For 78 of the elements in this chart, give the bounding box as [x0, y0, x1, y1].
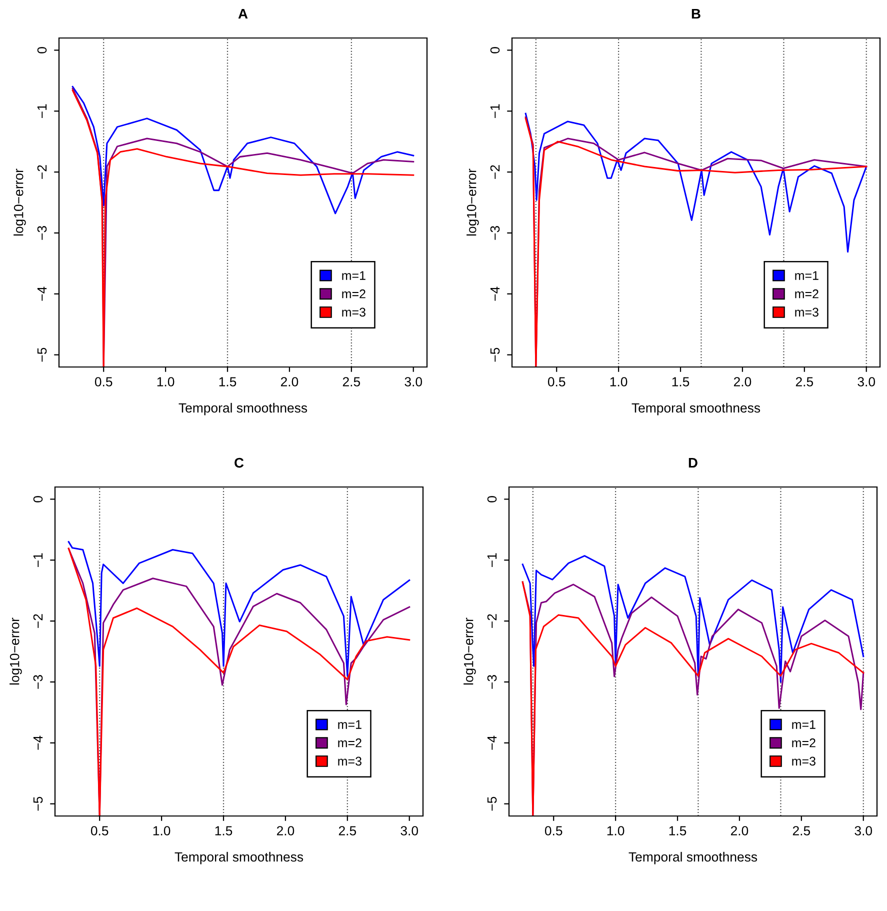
line-series — [72, 86, 414, 214]
y-tick-label: −5 — [487, 796, 497, 811]
x-tick-label: 3.0 — [404, 377, 422, 386]
legend-label: m=1 — [342, 271, 366, 280]
legend-label: m=2 — [338, 738, 362, 748]
legend-label: m=2 — [795, 289, 818, 298]
x-tick-label: 1.0 — [157, 377, 174, 386]
x-tick-label: 2.5 — [792, 826, 810, 836]
legend-label: m=3 — [342, 308, 366, 317]
x-tick-label: 0.5 — [90, 826, 108, 836]
legend-label: m=1 — [338, 720, 362, 729]
y-axis-title: log10−error — [10, 618, 22, 685]
line-series — [524, 112, 868, 253]
y-tick-label: 0 — [33, 496, 43, 502]
y-axis-title: log10−error — [466, 168, 479, 236]
legend-label: m=1 — [795, 271, 818, 280]
y-tick-label: −2 — [490, 165, 500, 179]
x-axis-title: Temporal smoothness — [174, 852, 304, 864]
x-tick-label: 2.0 — [276, 826, 294, 836]
line-series — [68, 548, 410, 816]
y-tick-label: −4 — [490, 286, 500, 301]
x-tick-label: 2.5 — [338, 826, 356, 836]
y-tick-label: −2 — [487, 614, 497, 628]
legend-label: m=2 — [342, 289, 366, 298]
y-tick-label: −1 — [37, 104, 47, 118]
y-tick-label: −5 — [33, 796, 43, 811]
x-tick-label: 1.0 — [607, 826, 624, 836]
x-axis-title: Temporal smoothness — [178, 402, 308, 416]
line-series — [522, 581, 864, 816]
x-tick-label: 1.0 — [153, 826, 170, 836]
y-axis-title: log10−error — [464, 618, 476, 685]
x-axis-title: Temporal smoothness — [632, 402, 760, 416]
legend-label: m=3 — [795, 308, 818, 317]
y-tick-label: −5 — [37, 348, 47, 362]
chart-title: C — [234, 458, 244, 468]
x-tick-label: 0.5 — [548, 377, 566, 386]
y-tick-label: −1 — [490, 104, 500, 118]
x-tick-label: 1.5 — [219, 377, 236, 386]
chart-title: A — [238, 9, 248, 19]
x-tick-label: 3.0 — [858, 377, 876, 386]
y-tick-label: −1 — [33, 553, 43, 567]
y-tick-label: 0 — [490, 47, 500, 54]
x-tick-label: 0.5 — [544, 826, 562, 836]
x-tick-label: 2.0 — [734, 377, 752, 386]
x-tick-label: 3.0 — [400, 826, 418, 836]
y-tick-label: −3 — [37, 226, 47, 240]
y-axis-title: log10−error — [14, 168, 26, 236]
y-tick-label: −4 — [33, 736, 43, 750]
x-tick-label: 1.5 — [215, 826, 232, 836]
line-series — [68, 541, 410, 677]
x-axis-title: Temporal smoothness — [628, 852, 758, 864]
y-tick-label: −3 — [33, 675, 43, 689]
x-tick-label: 1.5 — [669, 826, 686, 836]
chart-title: D — [688, 458, 698, 468]
chart-title: B — [692, 9, 700, 19]
x-tick-label: 2.0 — [280, 377, 298, 386]
y-tick-label: 0 — [37, 47, 47, 54]
x-tick-label: 2.5 — [796, 377, 814, 386]
y-tick-label: −3 — [487, 675, 497, 689]
y-tick-label: −3 — [490, 226, 500, 240]
x-tick-label: 2.5 — [342, 377, 360, 386]
x-tick-label: 0.5 — [94, 377, 112, 386]
legend-label: m=3 — [338, 756, 362, 766]
x-tick-label: 1.5 — [672, 377, 690, 386]
x-tick-label: 3.0 — [854, 826, 872, 836]
line-series — [522, 555, 864, 683]
x-tick-label: 2.0 — [730, 826, 748, 836]
y-tick-label: −2 — [33, 614, 43, 628]
x-tick-label: 1.0 — [610, 377, 628, 386]
y-tick-label: −2 — [37, 165, 47, 179]
y-tick-label: −5 — [490, 348, 500, 362]
legend-label: m=2 — [792, 738, 816, 748]
legend-label: m=3 — [792, 756, 816, 766]
y-tick-label: −1 — [487, 553, 497, 567]
y-tick-label: −4 — [487, 736, 497, 750]
legend-label: m=1 — [792, 720, 816, 729]
y-tick-label: −4 — [37, 286, 47, 301]
y-tick-label: 0 — [487, 496, 497, 502]
